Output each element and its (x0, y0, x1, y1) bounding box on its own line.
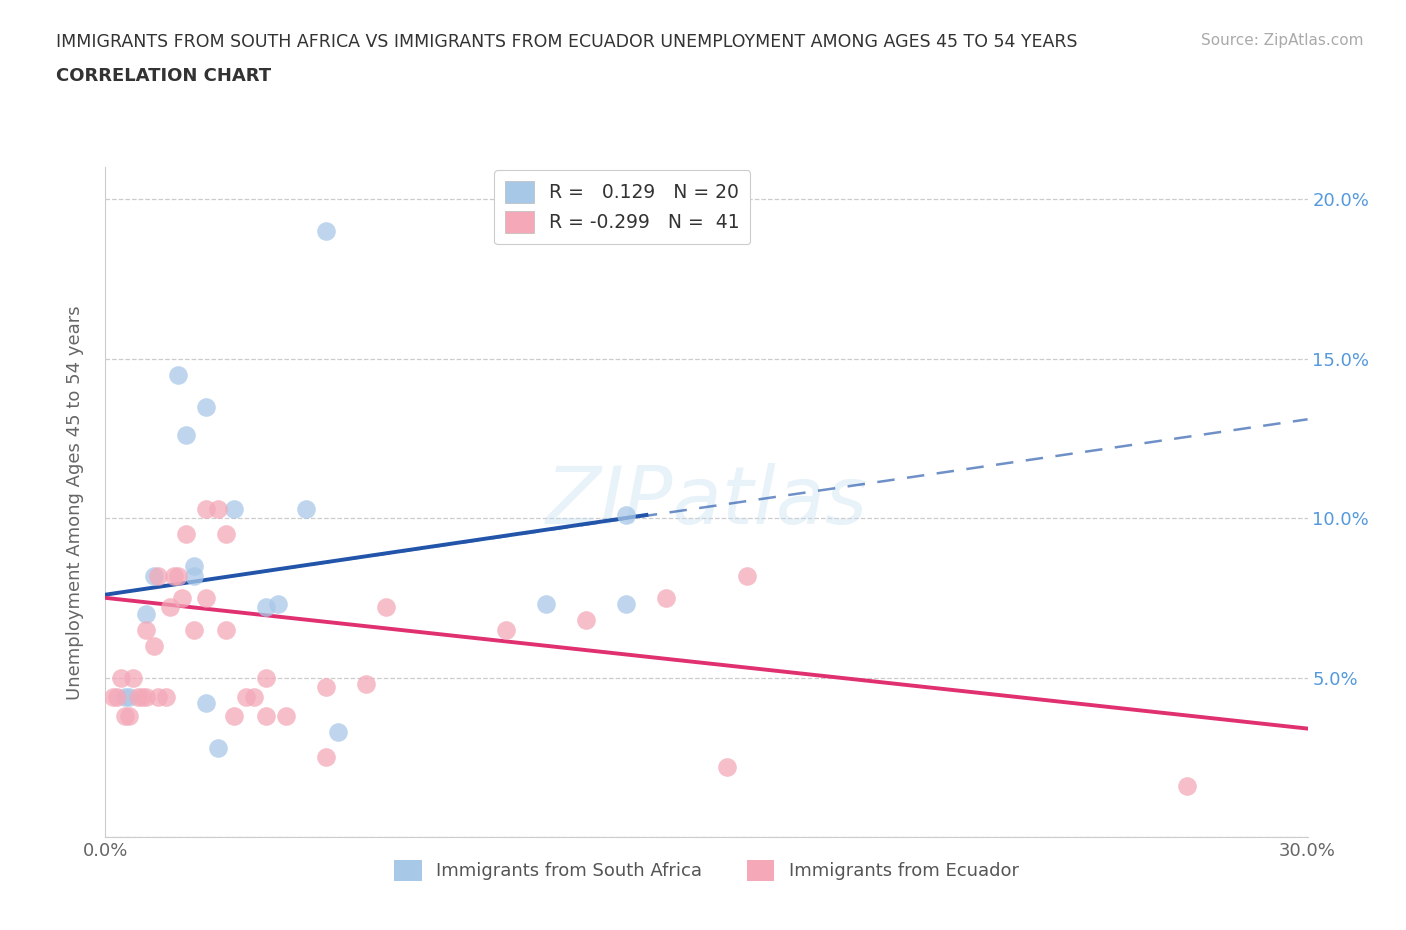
Point (194, 696, 217, 711)
Point (135, 689, 157, 704)
Point (534, 597, 557, 612)
Point (326, 724, 349, 739)
Point (142, 638, 165, 653)
Point (114, 689, 136, 704)
Point (155, 689, 177, 704)
Point (135, 606, 157, 621)
Point (174, 428, 197, 443)
Point (127, 689, 149, 704)
Point (1177, 778, 1199, 793)
Text: Source: ZipAtlas.com: Source: ZipAtlas.com (1201, 33, 1364, 47)
Point (315, 224, 337, 239)
Point (103, 689, 125, 704)
Point (315, 680, 337, 695)
Point (222, 709, 245, 724)
Point (166, 367, 188, 382)
Point (655, 591, 678, 605)
Point (194, 591, 217, 605)
Point (575, 613, 598, 628)
Point (135, 622, 157, 637)
Point (207, 740, 229, 755)
Point (495, 622, 517, 637)
Point (146, 568, 169, 583)
Point (183, 622, 205, 637)
Point (131, 689, 153, 704)
Point (142, 568, 165, 583)
Point (254, 709, 277, 724)
Text: CORRELATION CHART: CORRELATION CHART (56, 67, 271, 85)
Point (716, 760, 738, 775)
Text: ZIPatlas: ZIPatlas (546, 463, 868, 541)
Point (159, 600, 181, 615)
Point (214, 622, 236, 637)
Point (166, 568, 188, 583)
Point (235, 689, 257, 704)
Point (194, 399, 217, 414)
Point (374, 600, 398, 615)
Point (122, 671, 145, 685)
Point (170, 591, 193, 605)
Point (194, 501, 217, 516)
Point (214, 526, 236, 541)
Point (114, 709, 136, 724)
Point (242, 689, 264, 704)
Point (295, 501, 318, 516)
Point (222, 501, 245, 516)
Point (107, 689, 129, 704)
Point (162, 568, 184, 583)
Point (118, 709, 141, 724)
Point (254, 600, 277, 615)
Point (207, 501, 229, 516)
Point (183, 568, 205, 583)
Point (267, 597, 290, 612)
Point (146, 689, 169, 704)
Text: IMMIGRANTS FROM SOUTH AFRICA VS IMMIGRANTS FROM ECUADOR UNEMPLOYMENT AMONG AGES : IMMIGRANTS FROM SOUTH AFRICA VS IMMIGRAN… (56, 33, 1078, 50)
Y-axis label: Unemployment Among Ages 45 to 54 years: Unemployment Among Ages 45 to 54 years (66, 305, 84, 699)
Point (110, 671, 132, 685)
Point (616, 597, 638, 612)
Point (118, 689, 141, 704)
Point (354, 676, 377, 691)
Point (616, 508, 638, 523)
Point (174, 526, 197, 541)
Point (254, 671, 277, 685)
Point (183, 559, 205, 574)
Point (735, 568, 758, 583)
Point (274, 709, 297, 724)
Point (315, 750, 337, 764)
Legend: Immigrants from South Africa, Immigrants from Ecuador: Immigrants from South Africa, Immigrants… (384, 849, 1029, 892)
